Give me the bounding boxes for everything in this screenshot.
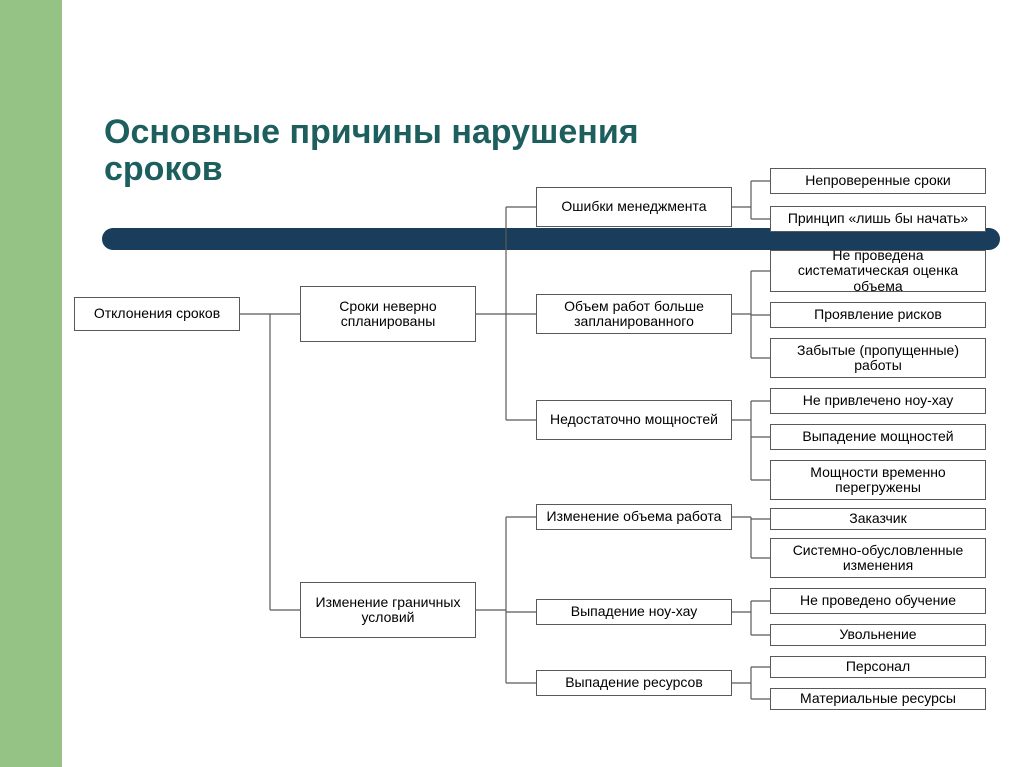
tree-node: Выпадение ноу-хау xyxy=(536,599,732,625)
tree-node: Не проведена систематическая оценка объе… xyxy=(770,250,986,292)
tree-node: Сроки неверно спланированы xyxy=(300,286,476,342)
tree-node: Недостаточно мощностей xyxy=(536,400,732,440)
tree-node: Изменение граничных условий xyxy=(300,582,476,638)
tree-node: Отклонения сроков xyxy=(74,297,240,331)
tree-node: Забытые (пропущенные) работы xyxy=(770,338,986,378)
tree-node: Мощности временно перегружены xyxy=(770,460,986,500)
tree-node: Персонал xyxy=(770,656,986,678)
tree-node: Объем работ больше запланированного xyxy=(536,294,732,334)
sidebar-accent xyxy=(0,0,62,767)
tree-node: Не привлечено ноу-хау xyxy=(770,388,986,414)
tree-node: Заказчик xyxy=(770,508,986,530)
tree-node: Выпадение ресурсов xyxy=(536,670,732,696)
tree-node: Ошибки менеджмента xyxy=(536,187,732,227)
tree-node: Непроверенные сроки xyxy=(770,168,986,194)
tree-node: Увольнение xyxy=(770,624,986,646)
tree-node: Выпадение мощностей xyxy=(770,424,986,450)
page-title: Основные причины нарушения сроков xyxy=(104,114,744,189)
tree-node: Принцип «лишь бы начать» xyxy=(770,206,986,232)
tree-node: Материальные ресурсы xyxy=(770,688,986,710)
tree-node: Не проведено обучение xyxy=(770,588,986,614)
tree-node: Проявление рисков xyxy=(770,302,986,328)
tree-node: Изменение объема работа xyxy=(536,504,732,530)
tree-node: Системно-обусловленные изменения xyxy=(770,538,986,578)
